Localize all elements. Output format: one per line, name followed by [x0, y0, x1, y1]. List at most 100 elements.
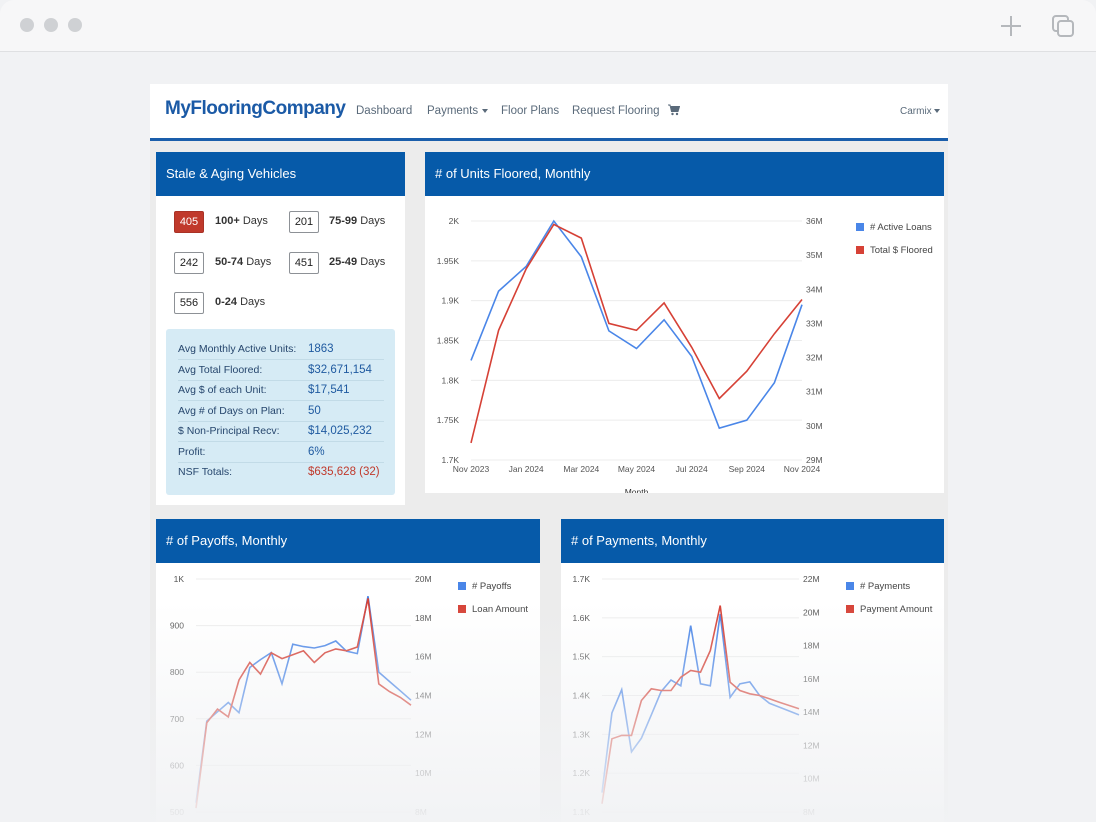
stat-row: NSF Totals: $635,628 (32): [178, 462, 384, 482]
y-right-tick-label: 16M: [415, 652, 432, 662]
cart-icon[interactable]: [668, 104, 680, 116]
y-right-tick-label: 31M: [806, 387, 823, 397]
series-line-blue: [601, 613, 800, 793]
aging-panel: Stale & Aging Vehicles 405 100+ Days 201…: [156, 152, 405, 505]
y-right-tick-label: 32M: [806, 353, 823, 363]
y-left-tick-label: 1.9K: [442, 296, 460, 306]
bucket-label-range: 50-74: [215, 256, 244, 268]
stat-label: Avg $ of each Unit:: [178, 384, 267, 396]
y-right-tick-label: 29M: [806, 455, 823, 465]
stat-row: Avg $ of each Unit: $17,541: [178, 380, 384, 401]
window-minimize-button[interactable]: [44, 18, 58, 32]
y-left-tick-label: 1.2K: [573, 768, 591, 778]
y-right-tick-label: 36M: [806, 216, 823, 226]
y-right-tick-label: 14M: [803, 707, 820, 717]
bucket-label-range: 75-99: [329, 215, 358, 227]
y-right-tick-label: 30M: [806, 421, 823, 431]
y-right-tick-label: 12M: [803, 740, 820, 750]
x-tick-label: May 2024: [618, 464, 656, 474]
bucket-label-unit: Days: [243, 256, 272, 268]
y-right-tick-label: 18M: [803, 641, 820, 651]
y-left-tick-label: 2K: [449, 216, 460, 226]
units-floored-chart: 1.7K 1.75K 1.8K 1.85K 1.9K 1.95K 2K 29M 30M 31M 32…: [437, 216, 933, 493]
y-left-tick-label: 1.85K: [437, 336, 460, 346]
stat-label: $ Non-Principal Recv:: [178, 425, 280, 437]
chevron-down-icon: [933, 109, 940, 114]
user-menu[interactable]: Carmix: [900, 106, 940, 117]
bucket-count-badge[interactable]: 556: [174, 292, 204, 314]
stat-label: Avg Monthly Active Units:: [178, 343, 297, 355]
stat-label: Profit:: [178, 446, 206, 458]
stat-value: 6%: [308, 446, 325, 458]
y-right-tick-label: 34M: [806, 284, 823, 294]
nav-dashboard[interactable]: Dashboard: [356, 105, 413, 117]
y-right-tick-label: 14M: [415, 691, 432, 701]
stat-label: Avg Total Floored:: [178, 364, 263, 376]
bucket-count-badge[interactable]: 201: [289, 211, 319, 233]
chevron-down-icon: [482, 108, 489, 113]
window-maximize-button[interactable]: [68, 18, 82, 32]
series-line-blue: [470, 219, 803, 430]
x-axis-label: Month: [625, 487, 649, 493]
payoffs-chart: 500 600 700 800 900 1K 8M 10M 12M 14M 16M 18M 20M # P…: [170, 574, 529, 817]
nsf-totals-value: $635,628 (32): [308, 466, 380, 478]
bucket-count-badge[interactable]: 451: [289, 252, 319, 274]
aging-panel-title: Stale & Aging Vehicles: [156, 152, 405, 196]
legend-label: # Active Loans: [870, 222, 932, 233]
window-close-button[interactable]: [20, 18, 34, 32]
x-tick-label: Mar 2024: [563, 464, 599, 474]
bucket-label: 75-99 Days: [329, 215, 385, 227]
y-right-tick-label: 12M: [415, 729, 432, 739]
y-right-tick-label: 10M: [803, 774, 820, 784]
bucket-label-unit: Days: [239, 215, 268, 227]
bucket-count-badge[interactable]: 242: [174, 252, 204, 274]
y-left-tick-label: 800: [170, 667, 184, 677]
stats-summary-box: Avg Monthly Active Units: 1863 Avg Total …: [166, 329, 395, 495]
y-right-tick-label: 10M: [415, 768, 432, 778]
user-name: Carmix: [900, 106, 932, 117]
legend-swatch: [458, 605, 466, 613]
legend-swatch: [458, 582, 466, 590]
y-right-tick-label: 33M: [806, 318, 823, 328]
stat-row: Avg Monthly Active Units: 1863: [178, 339, 384, 360]
payments-chart: 1.1K 1.2K 1.3K 1.4K 1.5K 1.6K 1.7K 8M 10M 12M 14M 1…: [573, 574, 933, 817]
stat-row: Profit: 6%: [178, 442, 384, 463]
y-left-tick-label: 1.7K: [442, 455, 460, 465]
stat-value: $17,541: [308, 384, 350, 396]
nav-request-flooring[interactable]: Request Flooring: [572, 105, 660, 117]
bucket-label-unit: Days: [357, 256, 386, 268]
units-floored-title: # of Units Floored, Monthly: [425, 152, 944, 196]
bucket-label: 50-74 Days: [215, 256, 271, 268]
stat-label: NSF Totals:: [178, 466, 233, 478]
bucket-count-badge[interactable]: 405: [174, 211, 204, 233]
y-right-tick-label: 22M: [803, 574, 820, 584]
legend-label: Total $ Floored: [870, 245, 933, 256]
x-tick-label: Sep 2024: [729, 464, 766, 474]
bucket-label: 25-49 Days: [329, 256, 385, 268]
y-left-tick-label: 900: [170, 621, 184, 631]
bucket-label-range: 100+: [215, 215, 240, 227]
stat-label: Avg # of Days on Plan:: [178, 405, 285, 417]
legend-swatch: [846, 582, 854, 590]
nav-payments[interactable]: Payments: [427, 105, 489, 117]
units-floored-panel: # of Units Floored, Monthly 1.7K 1.75K 1.8…: [425, 152, 944, 493]
stat-row: Avg # of Days on Plan: 50: [178, 401, 384, 422]
payments-panel: # of Payments, Monthly 1.1K 1.2K 1.3K 1.4K 1…: [561, 519, 944, 822]
bucket-label-unit: Days: [237, 296, 266, 308]
payoffs-panel: # of Payoffs, Monthly 500 600 700 800 900 1K 8…: [156, 519, 540, 822]
new-tab-plus-icon[interactable]: [998, 13, 1024, 39]
nav-floor-plans[interactable]: Floor Plans: [501, 105, 560, 117]
legend-swatch: [856, 246, 864, 254]
y-left-tick-label: 1.3K: [573, 729, 591, 739]
y-right-tick-label: 8M: [803, 807, 815, 817]
window-titlebar: [0, 0, 1096, 52]
top-navbar: MyFlooringCompany Dashboard Payments Flo…: [150, 84, 948, 141]
x-tick-label: Nov 2024: [784, 464, 821, 474]
brand-logo[interactable]: MyFlooringCompany: [165, 98, 346, 119]
stat-value: $14,025,232: [308, 425, 372, 437]
duplicate-window-icon[interactable]: [1050, 13, 1076, 39]
bucket-label-range: 25-49: [329, 256, 358, 268]
x-tick-label: Jan 2024: [509, 464, 544, 474]
legend-swatch: [846, 605, 854, 613]
